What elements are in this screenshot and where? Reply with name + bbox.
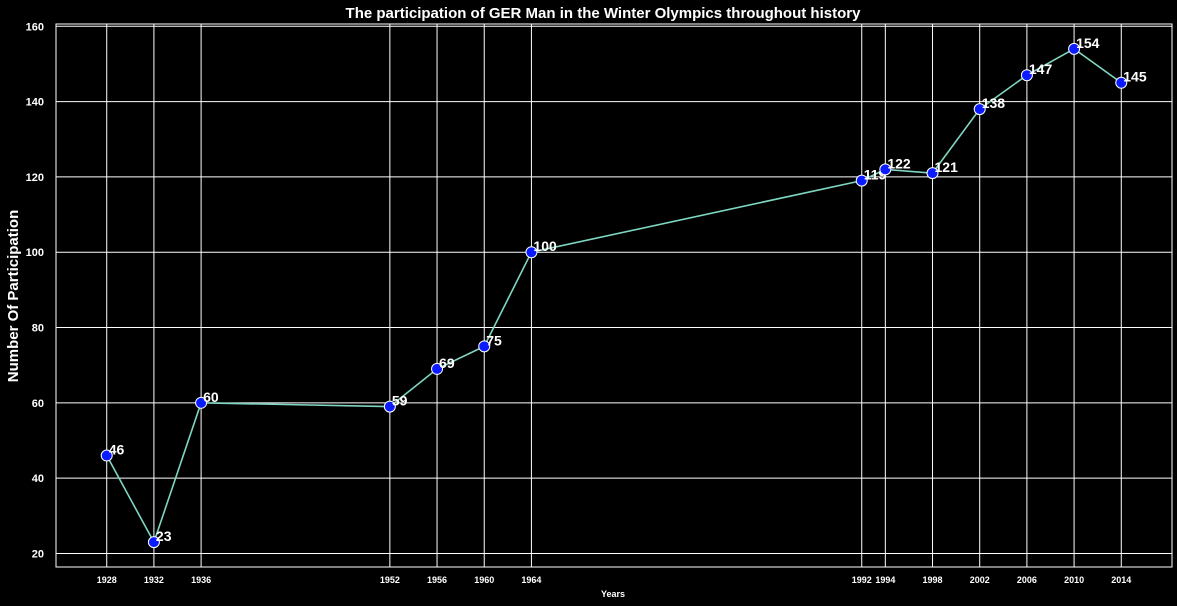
x-tick-label: 1964 [521, 575, 541, 585]
data-point [100, 449, 113, 462]
data-point [973, 103, 986, 116]
y-axis-label: Number Of Participation [5, 210, 22, 383]
y-tick-label: 40 [32, 473, 44, 485]
data-label: 122 [887, 155, 911, 171]
x-tick-label: 2002 [970, 575, 990, 585]
y-tick-label: 20 [32, 548, 44, 560]
tick-layer: 1928 1932 1936 1952 1956 1960 1964 1992 1994 1998… [26, 21, 1132, 585]
data-label: 147 [1029, 61, 1053, 77]
x-tick-label: 1932 [144, 575, 164, 585]
data-label: 69 [439, 355, 455, 371]
data-label: 121 [935, 159, 959, 175]
data-label: 145 [1123, 69, 1147, 85]
y-tick-label: 120 [26, 172, 44, 184]
data-point [383, 400, 396, 413]
x-tick-label: 1998 [923, 575, 943, 585]
data-point [478, 340, 491, 353]
data-label: 60 [203, 389, 219, 405]
chart-title: The participation of GER Man in the Wint… [346, 5, 862, 22]
data-label: 75 [486, 332, 502, 348]
data-label: 23 [156, 528, 172, 544]
data-point [926, 167, 939, 180]
x-tick-label: 1960 [474, 575, 494, 585]
data-label: 46 [109, 442, 125, 458]
y-tick-label: 80 [32, 323, 44, 335]
data-label: 138 [982, 95, 1006, 111]
data-point [1068, 42, 1081, 55]
x-tick-label: 1952 [380, 575, 400, 585]
data-point [525, 246, 538, 259]
y-tick-label: 140 [26, 97, 44, 109]
data-label: 154 [1076, 35, 1100, 51]
data-point [195, 396, 208, 409]
plot-frame [55, 23, 1173, 568]
x-tick-label: 1994 [875, 575, 895, 585]
x-tick-label: 2006 [1017, 575, 1037, 585]
data-point [147, 536, 160, 549]
y-tick-label: 160 [26, 21, 44, 33]
data-label: 59 [392, 393, 408, 409]
data-point [431, 362, 444, 375]
x-tick-label: 1992 [852, 575, 872, 585]
data-point [1115, 76, 1128, 89]
data-point [1020, 69, 1033, 82]
y-tick-label: 60 [32, 398, 44, 410]
x-tick-label: 2014 [1111, 575, 1131, 585]
x-tick-label: 1936 [191, 575, 211, 585]
data-label: 100 [533, 238, 557, 254]
y-tick-label: 100 [26, 247, 44, 259]
x-tick-label: 1928 [97, 575, 117, 585]
data-point [855, 174, 868, 187]
x-tick-label: 2010 [1064, 575, 1084, 585]
series-line [106, 47, 1122, 545]
x-axis-label: Years [601, 589, 625, 599]
x-tick-label: 1956 [427, 575, 447, 585]
data-point [879, 163, 892, 176]
